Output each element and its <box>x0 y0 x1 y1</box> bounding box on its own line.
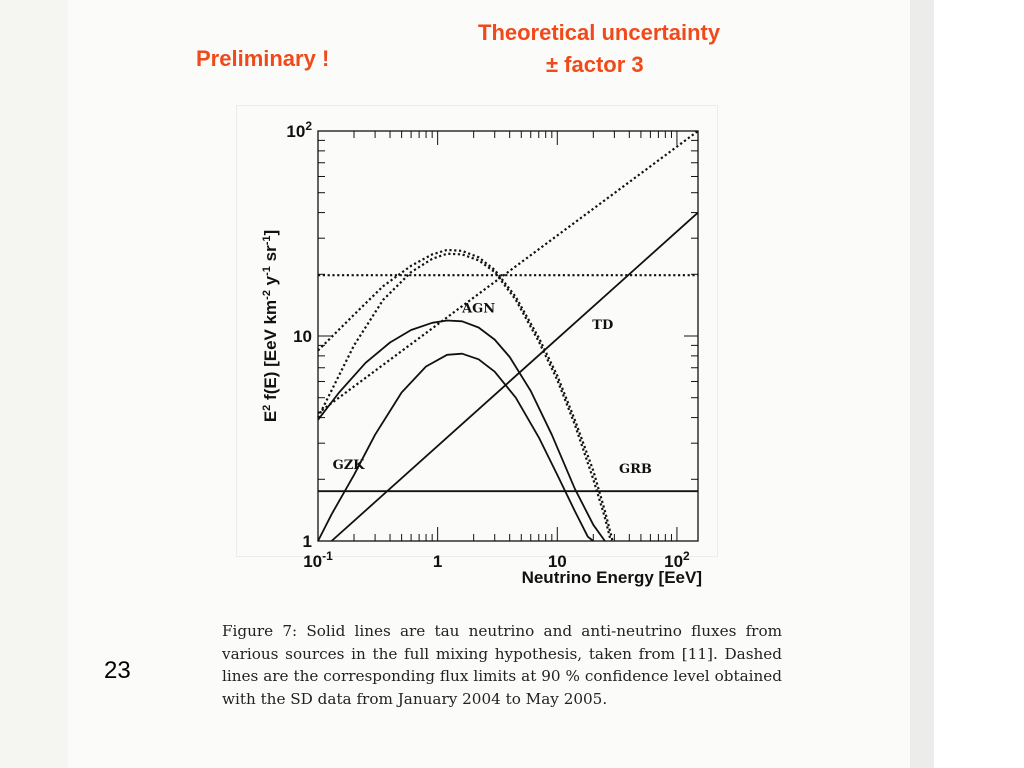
series-agn <box>317 319 606 542</box>
x-tick-label: 10-1 <box>303 549 333 571</box>
plot-frame <box>317 130 699 542</box>
curve-label-td: TD <box>592 318 613 333</box>
series-limit-4 <box>317 130 699 415</box>
curve-label-gzk: GZK <box>333 458 366 473</box>
curve-label-grb: GRB <box>619 462 652 477</box>
y-tick-label: 10 <box>293 327 312 346</box>
uncertainty-note-line2: ± factor 3 <box>546 52 644 77</box>
series-limit-6 <box>317 252 612 542</box>
bleed-through-figure <box>236 105 718 557</box>
series-gzk <box>317 352 594 542</box>
x-tick-label: 10 <box>548 552 567 571</box>
curve-label-agn: AGN <box>461 302 495 317</box>
preliminary-note: Preliminary ! <box>196 46 330 71</box>
uncertainty-note-line1: Theoretical uncertainty <box>478 20 721 45</box>
y-tick-label: 102 <box>286 119 312 141</box>
slide-margin <box>934 0 1024 768</box>
figure-caption: Figure 7: Solid lines are tau neutrino a… <box>222 622 782 708</box>
x-tick-label: 1 <box>433 552 442 571</box>
x-tick-label: 102 <box>664 549 690 571</box>
scanned-page <box>68 0 910 768</box>
y-tick-label: 1 <box>303 532 312 551</box>
y-axis-title: E2 f(E) [EeV km-2 y-1 sr-1] <box>261 230 280 422</box>
x-axis-title: Neutrino Energy [EeV] <box>522 568 702 587</box>
series-td <box>330 211 699 542</box>
page-edge-shadow <box>910 0 934 768</box>
page-number: 23 <box>104 657 131 684</box>
